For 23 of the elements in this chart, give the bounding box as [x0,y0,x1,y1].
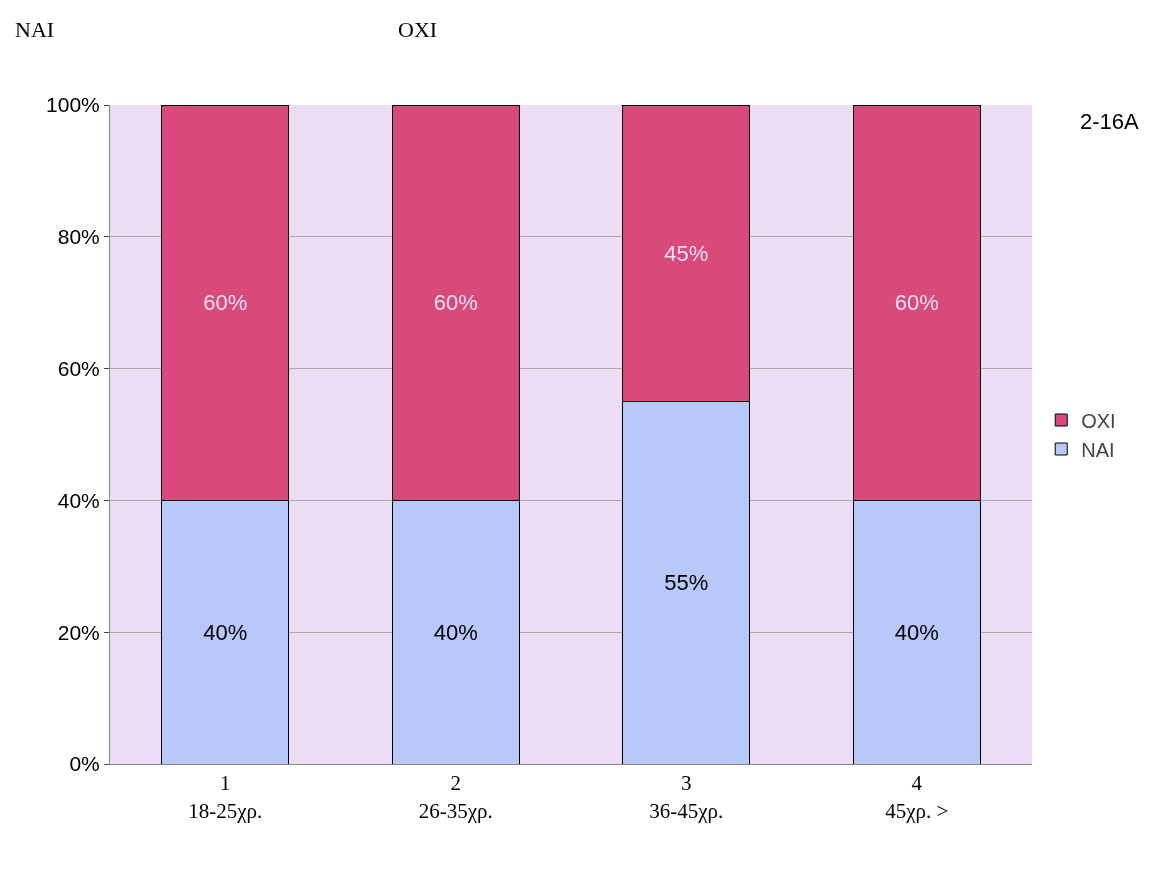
y-tick-label: 100% [46,93,100,117]
data-label: 60% [203,290,248,316]
data-label: 40% [203,619,248,645]
y-tick-label: 20% [57,620,100,644]
data-label: 60% [433,290,478,316]
text: OXI [398,17,438,42]
x-tick-label: 3 36-45χρ. [649,771,724,823]
data-label: 55% [664,570,709,596]
x-tick-label: 1 18-25χρ. [188,771,263,823]
x-tick-label: 2 26-35χρ. [418,771,493,823]
text: 2-16A [1080,109,1140,134]
data-label: 40% [894,619,939,645]
y-tick-label: 80% [57,225,100,249]
text: NAI [15,17,55,42]
y-tick-label: 60% [57,356,100,380]
y-tick-label: 40% [57,488,100,512]
legend-label: OXI [1081,409,1116,432]
x-tick-label: 4 45χρ. > [885,771,949,823]
data-label: 60% [894,290,939,316]
legend-label: NAI [1081,438,1115,461]
data-label: 45% [664,240,709,266]
data-label: 40% [433,619,478,645]
y-tick-label: 0% [69,752,100,776]
